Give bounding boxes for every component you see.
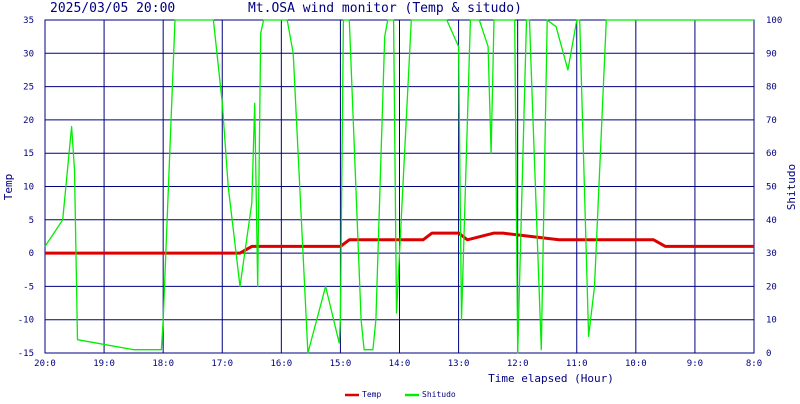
y-right-tick-label: 10 — [766, 316, 777, 326]
y-right-tick-label: 90 — [766, 49, 777, 59]
x-tick-label: 16:0 — [270, 359, 292, 369]
x-tick-label: 15:0 — [330, 359, 352, 369]
x-tick-label: 12:0 — [507, 359, 529, 369]
y-left-tick-label: -5 — [23, 282, 34, 292]
x-tick-label: 8:0 — [746, 359, 762, 369]
legend-label-temp: Temp — [362, 390, 381, 399]
legend: Temp Shitudo — [345, 390, 456, 399]
series-line-shitudo — [44, 19, 754, 354]
y-left-tick-label: 15 — [23, 149, 34, 159]
y-right-tick-label: 60 — [766, 149, 777, 159]
y-left-tick-label: -15 — [18, 349, 34, 359]
y-right-tick-label: 100 — [766, 16, 782, 26]
y-left-tick-label: 5 — [29, 216, 34, 226]
x-tick-label: 19:0 — [93, 359, 115, 369]
y-right-tick-label: 20 — [766, 282, 777, 292]
x-tick-label: 20:0 — [34, 359, 56, 369]
y-left-tick-label: 20 — [23, 116, 34, 126]
y-left-tick-label: 10 — [23, 183, 34, 193]
chart-title: Mt.OSA wind monitor (Temp & situdo) — [248, 1, 522, 16]
chart-timestamp: 2025/03/05 20:00 — [50, 1, 175, 16]
y-right-tick-label: 50 — [766, 183, 777, 193]
x-axis-label: Time elapsed (Hour) — [488, 372, 614, 385]
x-tick-label: 13:0 — [448, 359, 470, 369]
x-tick-label: 11:0 — [566, 359, 588, 369]
legend-label-shitudo: Shitudo — [422, 390, 456, 399]
x-tick-label: 14:0 — [389, 359, 411, 369]
y-right-tick-label: 40 — [766, 216, 777, 226]
x-tick-label: 18:0 — [152, 359, 174, 369]
axis-ticks: 20:0 19:0 18:0 17:0 16:0 15:0 14:0 13:0 12:0 11:0… — [18, 16, 783, 369]
y-left-tick-label: 35 — [23, 16, 34, 26]
x-tick-label: 10:0 — [625, 359, 647, 369]
x-tick-label: 17:0 — [211, 359, 233, 369]
y-left-tick-label: 25 — [23, 83, 34, 93]
y-left-tick-label: -10 — [18, 316, 34, 326]
y-left-tick-label: 30 — [23, 49, 34, 59]
series-lines — [44, 19, 754, 354]
y-left-label: Temp — [2, 174, 15, 201]
y-right-tick-label: 70 — [766, 116, 777, 126]
x-tick-label: 9:0 — [687, 359, 703, 369]
plot-frame — [44, 19, 755, 354]
series-line-temp — [45, 231, 754, 255]
y-right-tick-label: 0 — [766, 349, 771, 359]
y-left-tick-label: 0 — [29, 249, 34, 259]
y-right-tick-label: 80 — [766, 83, 777, 93]
y-right-tick-label: 30 — [766, 249, 777, 259]
grid-lines — [45, 20, 754, 353]
y-right-label: Shitudo — [785, 164, 798, 210]
